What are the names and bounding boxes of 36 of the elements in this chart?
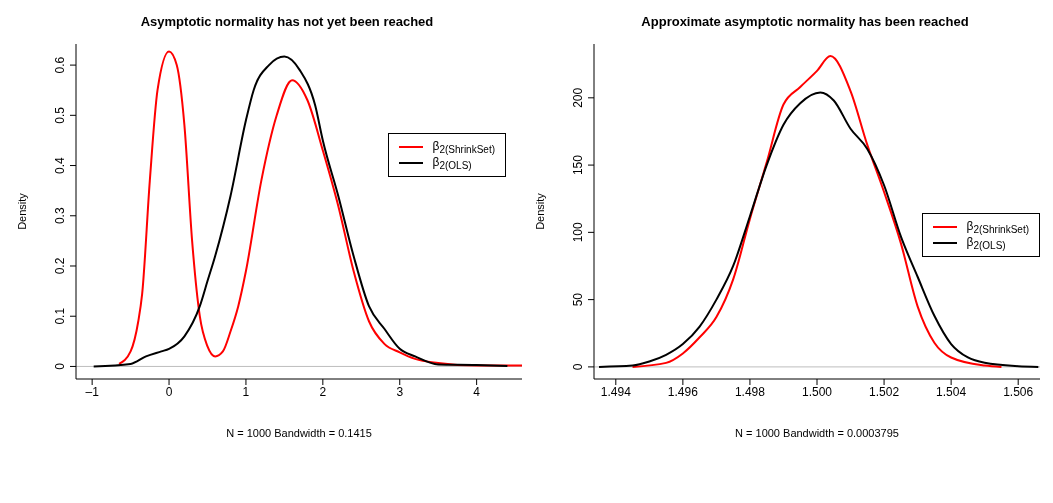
y-tick-label: 0.1 <box>53 307 67 325</box>
legend-label: β$_{2(ShrinkSet)}$ <box>966 218 1029 236</box>
x-tick-label: 3 <box>396 384 404 399</box>
x-axis-title: N = 1000 Bandwidth = 0.0003795 <box>735 427 899 439</box>
x-tick-label: 1.506 <box>1003 384 1034 399</box>
line-series <box>598 91 1040 368</box>
y-axis-title: Density <box>533 192 546 230</box>
x-axis-title: N = 1000 Bandwidth = 0.1415 <box>226 427 372 439</box>
x-tick-label: 1.498 <box>734 384 766 399</box>
chart-title: Asymptotic normality has not yet been reached <box>139 13 435 31</box>
y-tick-label: 0.2 <box>53 257 67 275</box>
y-tick-label: 0 <box>53 362 67 370</box>
legend-label: β$_{2(OLS)}$ <box>966 234 1006 252</box>
y-tick-label: 200 <box>571 87 585 108</box>
legend-label: β$_{2(ShrinkSet)}$ <box>432 138 495 156</box>
y-axis-title: Density <box>15 192 28 230</box>
y-tick-label: 0.5 <box>53 106 67 124</box>
x-tick-label: 1.500 <box>801 384 833 399</box>
y-tick-label: 50 <box>571 292 585 307</box>
x-tick-label: 4 <box>473 384 481 399</box>
y-tick-label: 0 <box>571 363 585 371</box>
y-tick-label: 0.6 <box>53 56 67 74</box>
y-tick-label: 0.3 <box>53 207 67 225</box>
x-tick-label: –1 <box>85 384 100 399</box>
x-tick-label: 0 <box>165 384 173 399</box>
x-tick-label: 1.496 <box>667 384 699 399</box>
y-tick-label: 100 <box>571 222 585 243</box>
x-tick-label: 1.502 <box>869 384 900 399</box>
x-tick-label: 1.494 <box>600 384 632 399</box>
y-tick-label: 0.4 <box>53 156 67 174</box>
x-tick-label: 2 <box>319 384 327 399</box>
x-tick-label: 1.504 <box>936 384 967 399</box>
chart-title: Approximate asymptotic normality has been reached <box>640 13 970 31</box>
y-tick-label: 150 <box>571 154 585 176</box>
legend-label: β$_{2(OLS)}$ <box>432 154 472 172</box>
x-tick-label: 1 <box>242 384 250 399</box>
